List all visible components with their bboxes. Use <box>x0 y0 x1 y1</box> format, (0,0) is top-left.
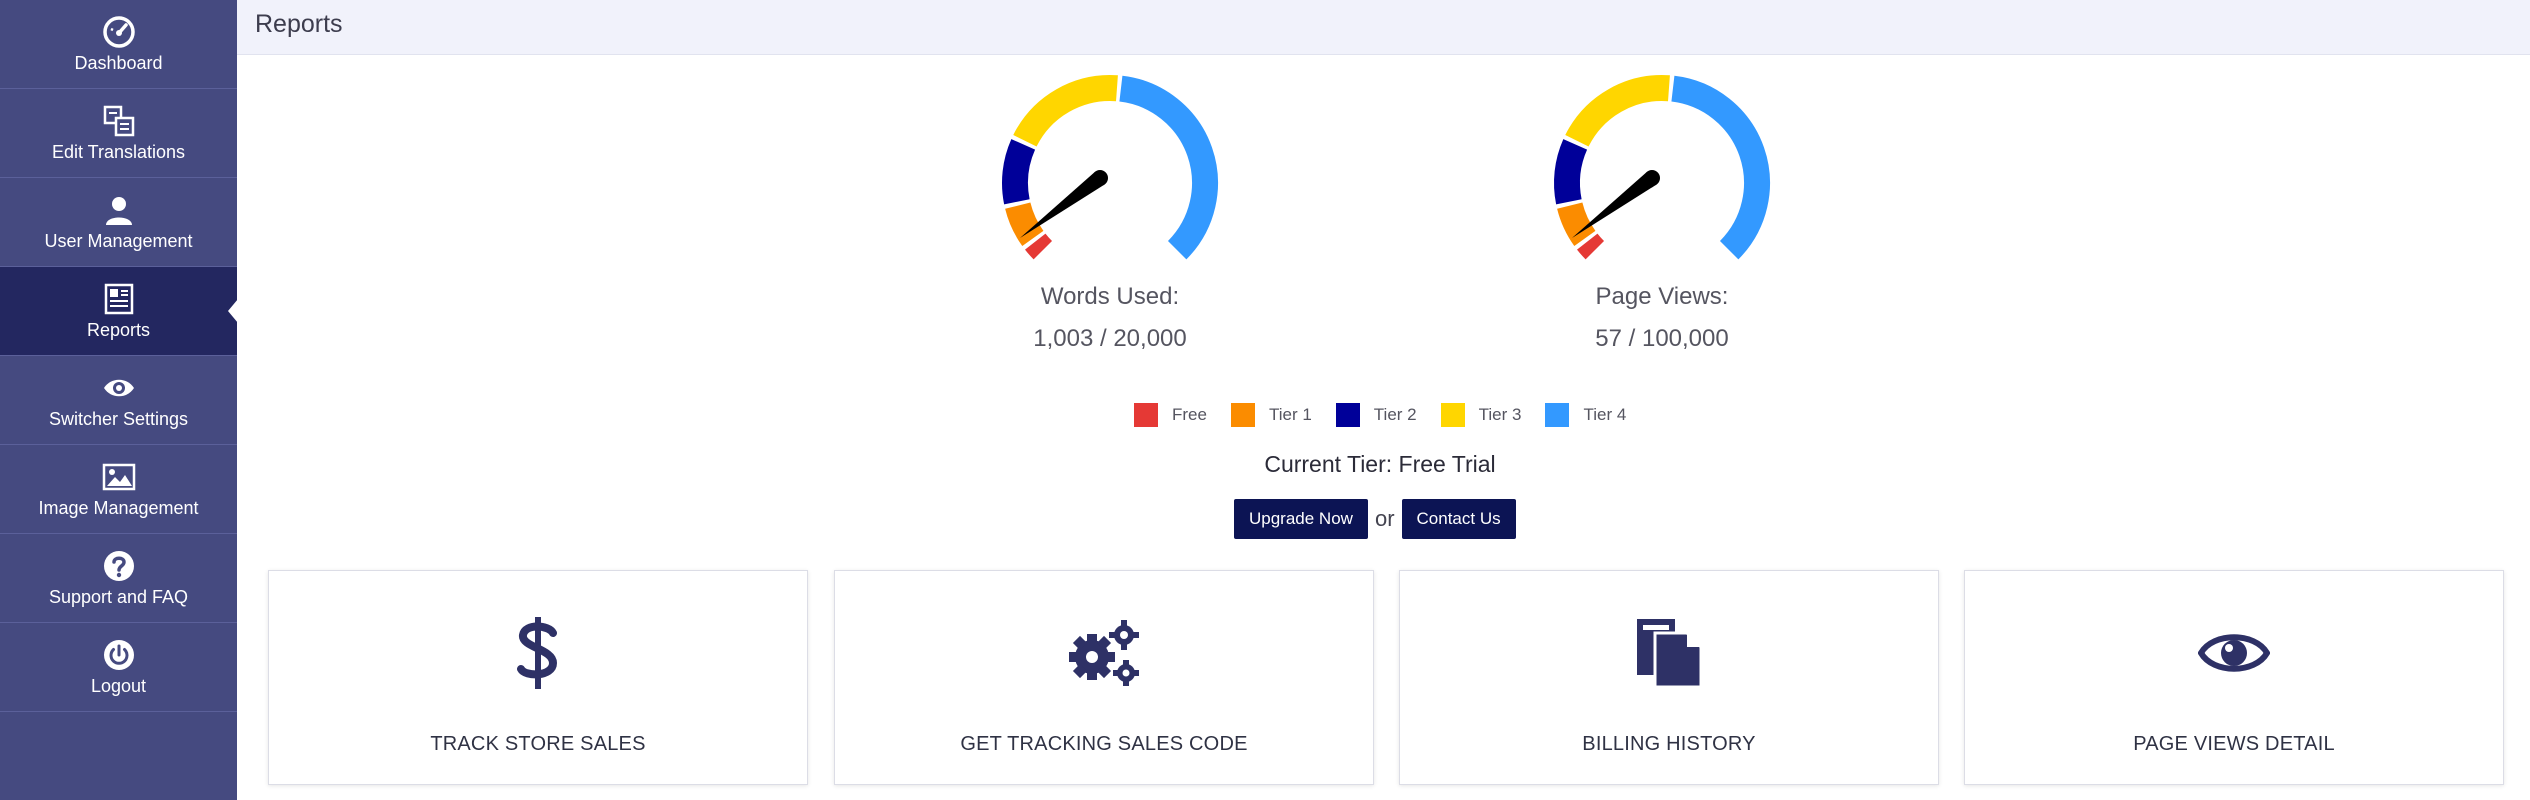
sidebar-item-support-faq[interactable]: Support and FAQ <box>0 534 237 623</box>
gauge-band-tier-1 <box>1005 202 1044 247</box>
legend-label: Tier 1 <box>1268 405 1312 424</box>
gears-icon <box>1066 615 1142 691</box>
sidebar-item-label: Switcher Settings <box>48 408 189 429</box>
user-icon <box>102 193 136 227</box>
gauge-band-free <box>1025 233 1053 260</box>
sidebar-item-label: Reports <box>86 319 151 340</box>
tier-actions: Upgrade Now or Contact Us <box>1234 499 1516 539</box>
page-title: Reports <box>255 10 343 38</box>
legend-item-tier-3: Tier 3 <box>1440 403 1522 427</box>
documents-icon <box>1635 615 1703 691</box>
sidebar-item-switcher-settings[interactable]: Switcher Settings <box>0 356 237 445</box>
get-tracking-sales-code-card[interactable]: GET TRACKING SALES CODE <box>834 570 1374 785</box>
legend-label: Tier 2 <box>1373 405 1417 424</box>
gauge-band-free <box>1577 233 1605 260</box>
tier-legend: Free Tier 1 Tier 2 Tier 3 Tier 4 <box>1134 403 1650 427</box>
page-header: Reports <box>237 0 2530 55</box>
image-icon <box>102 460 136 494</box>
speedometer-icon <box>102 15 136 49</box>
upgrade-now-button[interactable]: Upgrade Now <box>1234 499 1368 539</box>
legend-swatch <box>1230 403 1255 427</box>
sidebar-item-label: User Management <box>44 230 193 251</box>
sidebar: Dashboard Edit Translations User Managem… <box>0 0 238 800</box>
gauge-band-tier-4 <box>1671 75 1770 260</box>
legend-item-free: Free <box>1134 403 1207 427</box>
translate-icon <box>102 104 136 138</box>
gauge-value: 57 / 100,000 <box>1595 325 1729 352</box>
sidebar-item-label: Support and FAQ <box>48 586 189 607</box>
question-icon <box>102 549 136 583</box>
sidebar-item-logout[interactable]: Logout <box>0 623 237 712</box>
sidebar-item-label: Edit Translations <box>51 141 186 162</box>
legend-swatch <box>1335 403 1360 427</box>
sidebar-item-label: Image Management <box>38 497 199 518</box>
gauge-band-tier-1 <box>1557 202 1596 247</box>
report-icon <box>102 282 136 316</box>
sidebar-item-dashboard[interactable]: Dashboard <box>0 0 237 89</box>
sidebar-item-label: Logout <box>90 675 147 696</box>
gauge-band-tier-3 <box>1013 75 1118 147</box>
page-views-gauge: Page Views: 57 / 100,000 <box>1542 73 1782 353</box>
legend-item-tier-1: Tier 1 <box>1230 403 1312 427</box>
billing-history-card[interactable]: BILLING HISTORY <box>1399 570 1939 785</box>
legend-swatch <box>1545 403 1570 427</box>
sidebar-item-reports[interactable]: Reports <box>0 267 238 356</box>
eye-icon <box>2198 615 2270 691</box>
words-used-gauge-chart <box>1002 75 1218 260</box>
page-views-gauge-chart <box>1554 75 1770 260</box>
gauge-band-tier-4 <box>1119 75 1218 260</box>
contact-us-button[interactable]: Contact Us <box>1401 499 1516 539</box>
current-tier-text: Current Tier: Free Trial <box>1264 451 1496 477</box>
sidebar-item-edit-translations[interactable]: Edit Translations <box>0 89 237 178</box>
legend-label: Tier 4 <box>1583 405 1627 424</box>
legend-label: Free <box>1172 405 1207 424</box>
card-title: GET TRACKING SALES CODE <box>960 733 1248 755</box>
legend-swatch <box>1134 403 1158 427</box>
card-title: BILLING HISTORY <box>1582 733 1756 755</box>
words-used-gauge: Words Used: 1,003 / 20,000 <box>990 73 1230 353</box>
gauge-value: 1,003 / 20,000 <box>1033 325 1187 352</box>
gauge-needle <box>1020 170 1108 238</box>
gauge-label: Page Views: <box>1595 283 1729 310</box>
legend-label: Tier 3 <box>1478 405 1522 424</box>
dollar-icon <box>513 615 563 691</box>
power-icon <box>102 638 136 672</box>
gauge-needle <box>1572 170 1660 238</box>
gauge-band-tier-2 <box>1554 139 1588 205</box>
or-separator: or <box>1374 506 1395 531</box>
sidebar-item-user-management[interactable]: User Management <box>0 178 237 267</box>
gauge-label: Words Used: <box>1040 283 1180 310</box>
card-title: TRACK STORE SALES <box>430 733 646 755</box>
sidebar-item-label: Dashboard <box>74 52 163 73</box>
legend-swatch <box>1440 403 1465 427</box>
gauge-band-tier-3 <box>1565 75 1670 147</box>
sidebar-item-image-management[interactable]: Image Management <box>0 445 237 534</box>
gauge-band-tier-2 <box>1002 139 1036 205</box>
page-views-detail-card[interactable]: PAGE VIEWS DETAIL <box>1964 570 2504 785</box>
legend-item-tier-4: Tier 4 <box>1545 403 1626 427</box>
track-store-sales-card[interactable]: TRACK STORE SALES <box>268 570 808 785</box>
card-title: PAGE VIEWS DETAIL <box>2133 733 2335 755</box>
eye-icon <box>102 371 136 405</box>
legend-item-tier-2: Tier 2 <box>1335 403 1417 427</box>
